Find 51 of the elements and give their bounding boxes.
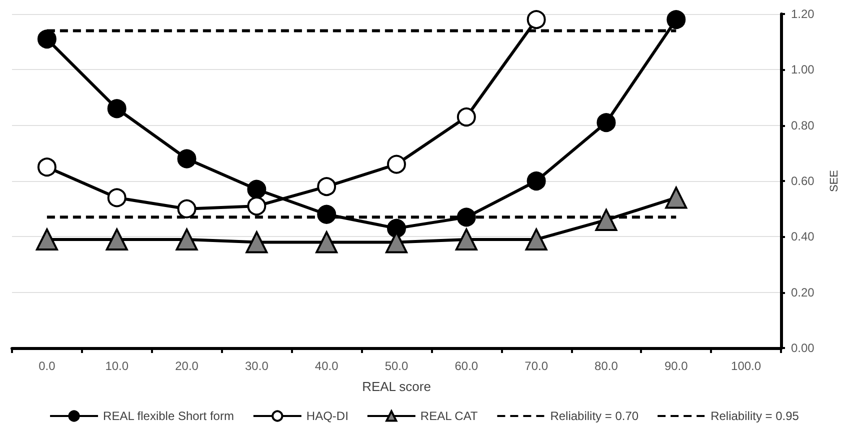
x-tick-label: 70.0 <box>524 359 548 373</box>
x-tick-label: 0.0 <box>38 359 56 373</box>
point <box>106 228 128 250</box>
x-tick-label: 60.0 <box>454 359 478 373</box>
point <box>107 99 126 118</box>
point <box>666 10 686 30</box>
point <box>455 228 478 250</box>
legend-label: Reliability = 0.95 <box>710 409 800 423</box>
legend-label: REAL CAT <box>420 409 478 423</box>
point <box>36 228 58 250</box>
point <box>37 30 56 49</box>
point <box>665 186 688 209</box>
x-tick-label: 40.0 <box>314 359 339 373</box>
point <box>176 228 198 250</box>
legend-label: Reliability = 0.70 <box>550 409 639 423</box>
x-tick-label: 50.0 <box>384 359 408 373</box>
x-tick-label: 90.0 <box>664 359 688 373</box>
y-tick-label: 0.60 <box>791 174 815 188</box>
x-tick-label: 20.0 <box>175 359 199 373</box>
x-tick-label: 10.0 <box>105 359 129 373</box>
point <box>525 228 548 250</box>
y-tick-label: 0.00 <box>791 341 815 355</box>
x-axis-title: REAL score <box>362 379 431 394</box>
point <box>317 177 336 196</box>
point <box>595 208 618 231</box>
point <box>526 10 546 30</box>
point <box>246 231 268 254</box>
y-axis-title: SEE <box>828 170 840 192</box>
x-tick-label: 100.0 <box>731 359 762 373</box>
y-tick-label: 0.20 <box>791 285 815 300</box>
point <box>316 231 338 254</box>
y-tick-label: 1.20 <box>791 7 815 21</box>
point <box>456 107 476 126</box>
y-tick-label: 1.00 <box>791 62 815 77</box>
point <box>596 113 616 132</box>
point <box>387 154 406 174</box>
x-tick-label: 80.0 <box>594 359 618 373</box>
point <box>177 199 196 218</box>
point <box>177 149 196 168</box>
point <box>37 158 56 177</box>
y-tick-label: 0.80 <box>791 118 815 132</box>
y-tick-label: 0.40 <box>791 230 815 244</box>
x-tick-label: 30.0 <box>245 359 269 373</box>
point <box>107 188 126 208</box>
legend-label: HAQ-DI <box>306 409 348 423</box>
point <box>247 196 266 216</box>
point <box>317 204 336 224</box>
point <box>247 180 266 199</box>
point <box>526 172 546 190</box>
point <box>456 208 476 227</box>
legend-label: REAL flexible Short form <box>103 409 234 423</box>
